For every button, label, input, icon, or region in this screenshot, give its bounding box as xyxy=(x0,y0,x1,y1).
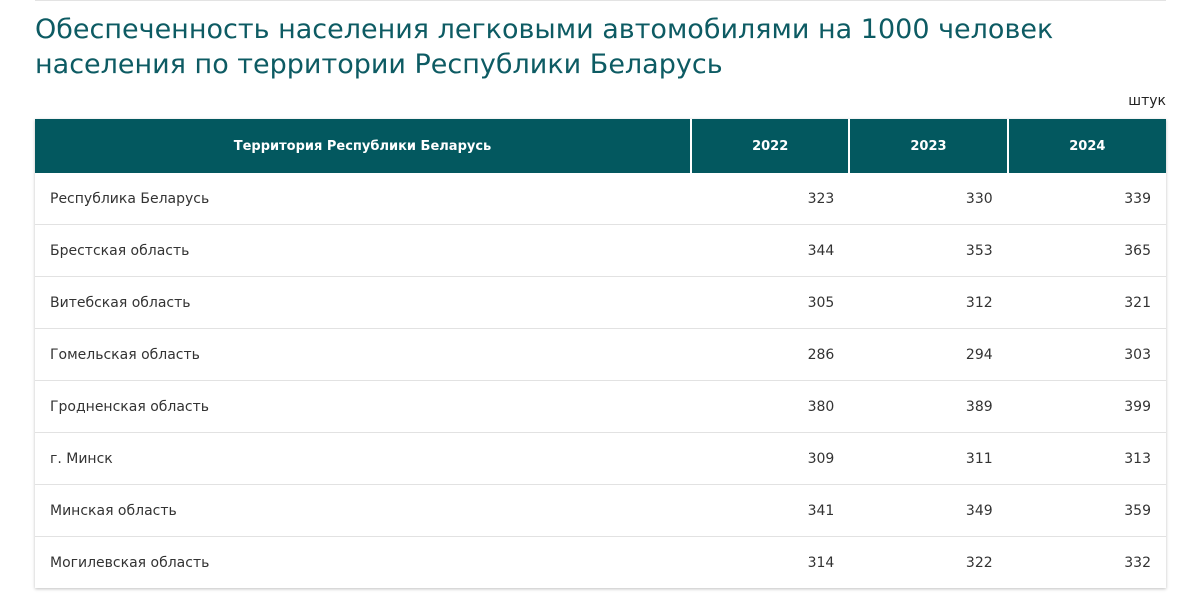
title-line: населения по территории Республики Белар… xyxy=(35,49,723,80)
cell-value: 286 xyxy=(691,328,850,381)
row-label: г. Минск xyxy=(35,432,691,485)
cell-value: 323 xyxy=(807,190,835,207)
cell-value: 339 xyxy=(1124,190,1151,207)
cell-value: 344 xyxy=(691,224,850,277)
table-row: г. Минск 309 311 313 xyxy=(35,432,1166,485)
page-title: Обеспеченность населения легковыми автом… xyxy=(35,12,1175,82)
table-row: Брестская область 344 353 365 xyxy=(35,224,1166,277)
cell-value: 314 xyxy=(691,536,850,588)
cell-value: 309 xyxy=(691,432,850,485)
cell-value: 389 xyxy=(849,380,1008,433)
cell-value: 321 xyxy=(1007,276,1166,329)
column-header: 2023 xyxy=(848,119,1008,173)
cell-value: 349 xyxy=(849,484,1008,537)
cell-value: 313 xyxy=(1007,432,1166,485)
row-label: Брестская область xyxy=(35,224,691,277)
table-row: Минская область 341 349 359 xyxy=(35,484,1166,537)
row-label: Минская область xyxy=(35,484,691,537)
table-row: Республика Беларусь 323 330 339 xyxy=(35,173,1166,225)
title-line: Обеспеченность населения легковыми автом… xyxy=(35,14,1054,45)
column-header: 2022 xyxy=(689,119,850,173)
cell-value: 359 xyxy=(1007,484,1166,537)
cell-value: 399 xyxy=(1007,380,1166,433)
cell-value: 311 xyxy=(849,432,1008,485)
table-row: Гомельская область 286 294 303 xyxy=(35,328,1166,381)
cell-value: 365 xyxy=(1007,224,1166,277)
row-label: Гродненская область xyxy=(35,380,691,433)
column-header: Территория Республики Беларусь xyxy=(35,119,691,173)
data-table: Территория Республики Беларусь 2022 2023 20… xyxy=(35,119,1166,588)
column-header: 2024 xyxy=(1006,119,1166,173)
cell-value: 312 xyxy=(849,276,1008,329)
cell-value: 332 xyxy=(1007,536,1166,588)
divider xyxy=(35,0,1166,1)
table-row: Гродненская область 380 389 399 xyxy=(35,380,1166,433)
cell-value: 330 xyxy=(965,190,993,207)
row-label: Республика Беларусь xyxy=(50,190,210,207)
table-body: Республика Беларусь 323 330 339 Брестская об… xyxy=(35,173,1166,588)
row-label: Витебская область xyxy=(35,276,691,329)
cell-value: 305 xyxy=(691,276,850,329)
unit-label: штук xyxy=(1128,93,1166,109)
table-row: Витебская область 305 312 321 xyxy=(35,276,1166,329)
cell-value: 294 xyxy=(849,328,1008,381)
cell-value: 353 xyxy=(849,224,1008,277)
row-label: Могилевская область xyxy=(35,536,691,588)
header-row: Территория Республики Беларусь 2022 2023 20… xyxy=(35,119,1166,173)
cell-value: 322 xyxy=(849,536,1008,588)
row-label: Гомельская область xyxy=(35,328,691,381)
cell-value: 303 xyxy=(1007,328,1166,381)
cell-value: 380 xyxy=(691,380,850,433)
cell-value: 341 xyxy=(691,484,850,537)
table-row: Могилевская область 314 322 332 xyxy=(35,536,1166,588)
